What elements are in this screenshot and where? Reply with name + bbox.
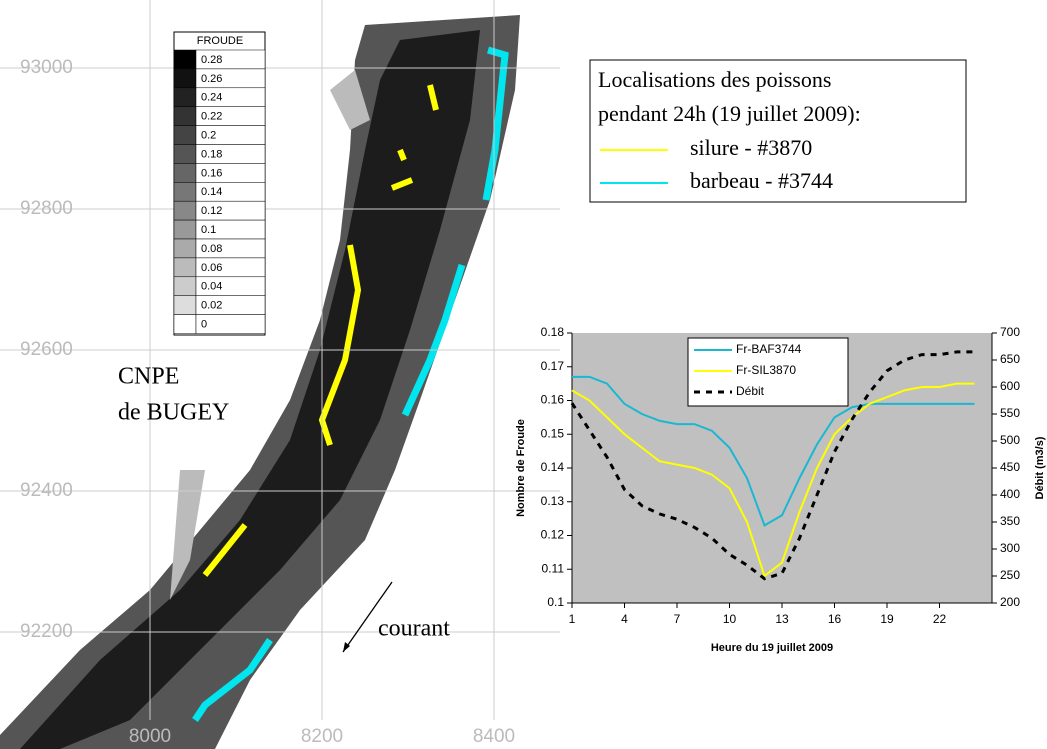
y2-tick-label: 600 (1000, 379, 1020, 393)
legend-swatch (173, 200, 197, 221)
flow-label: courant (378, 616, 450, 642)
x-tick-label: 13 (775, 612, 789, 626)
y-tick-label: 0.15 (541, 426, 565, 440)
legend-swatch (173, 219, 197, 240)
x-tick-label: 4 (621, 612, 628, 626)
y-tick-label: 0.16 (541, 393, 565, 407)
legend-swatch (173, 295, 197, 315)
legend-value: 0.08 (201, 243, 222, 255)
legend-swatch (173, 125, 197, 145)
x-tick-label: 16 (828, 612, 842, 626)
x-tick-label: 19 (880, 612, 894, 626)
y-tick-label: 0.11 (542, 561, 565, 575)
map-y-label: 92200 (20, 621, 73, 642)
legend-label: Fr-SIL3870 (736, 363, 796, 377)
y-axis-title: Nombre de Froude (515, 419, 527, 517)
map-y-label: 92800 (20, 198, 73, 219)
legend-value: 0.2 (201, 130, 216, 142)
legend-swatch (173, 87, 197, 107)
y2-axis-title: Débit (m3/s) (1034, 436, 1046, 499)
legend-label: Débit (736, 384, 765, 398)
x-tick-label: 7 (674, 612, 681, 626)
legend-value: 0.02 (201, 300, 222, 312)
legend-value: 0.22 (201, 111, 222, 123)
site-label: CNPE (118, 364, 179, 390)
barbeau-track (192, 46, 509, 722)
series-line (572, 375, 975, 527)
froude-legend: FROUDE 0.28 0.26 0.24 0.22 0.2 0.18 0.16 0.14 0.… (173, 31, 266, 336)
legend-value: 0.24 (201, 92, 222, 104)
legend-value: 0.16 (201, 167, 222, 179)
legend-value: 0.26 (201, 73, 222, 85)
x-tick-label: 1 (569, 612, 576, 626)
x-tick-label: 10 (723, 612, 737, 626)
legend-value: 0.04 (201, 281, 222, 293)
legend-label: Fr-BAF3744 (736, 342, 802, 356)
flow-arrow (342, 581, 393, 653)
y2-tick-label: 250 (1000, 568, 1020, 582)
legend-swatch (173, 144, 197, 164)
y-tick-label: 0.17 (541, 359, 565, 373)
y2-tick-label: 450 (1000, 460, 1020, 474)
legend-value: 0.14 (201, 186, 222, 198)
y2-tick-label: 300 (1000, 541, 1020, 555)
map-x-label: 8400 (473, 726, 515, 747)
legend-value: 0.12 (201, 205, 222, 217)
chart: 0.1 0.11 0.12 0.13 0.14 0.15 0.16 0.17 0.18 200 25… (515, 325, 1046, 654)
x-tick-label: 22 (933, 612, 947, 626)
silure-track (202, 84, 439, 577)
y2-tick-label: 650 (1000, 352, 1020, 366)
x-axis-title: Heure du 19 juillet 2009 (711, 642, 833, 654)
map-y-label: 93000 (20, 57, 73, 78)
map-grid: 93000 92800 92600 92400 92200 8000 8200 8400 (0, 0, 560, 747)
flow-arrow-head (343, 642, 350, 652)
legend-swatch (173, 182, 197, 202)
map-y-label: 92600 (20, 339, 73, 360)
legend-label: silure - #3870 (690, 135, 812, 160)
legend-swatch (173, 49, 197, 70)
legend-value: 0.06 (201, 262, 222, 274)
legend-swatch (173, 314, 197, 334)
legend-swatch (173, 106, 197, 126)
river-shallow (170, 70, 370, 600)
legend-swatch (173, 257, 197, 278)
river (0, 15, 520, 749)
legend-value: 0.28 (201, 54, 222, 66)
legend-value: 0 (201, 319, 207, 331)
legend-frame (589, 59, 967, 203)
map-y-label: 92400 (20, 480, 73, 501)
legend-swatch (173, 163, 197, 183)
river-deep (20, 30, 480, 749)
legend-cell (195, 314, 266, 334)
y2-tick-label: 200 (1000, 595, 1020, 609)
legend-value: 0.18 (201, 148, 222, 160)
y2-tick-label: 400 (1000, 487, 1020, 501)
legend-title: pendant 24h (19 juillet 2009): (598, 101, 861, 126)
site-label: de BUGEY (118, 400, 229, 426)
map-x-label: 8000 (129, 726, 171, 747)
map-x-label: 8200 (301, 726, 343, 747)
y2-tick-label: 550 (1000, 406, 1020, 420)
legend-swatch (173, 276, 197, 296)
series-line (570, 350, 975, 581)
y2-tick-label: 350 (1000, 514, 1020, 528)
y-tick-label: 0.13 (541, 494, 565, 508)
y-tick-label: 0.12 (541, 528, 565, 542)
legend-title: FROUDE (197, 35, 243, 47)
y2-tick-label: 700 (1000, 325, 1020, 339)
legend-title: Localisations des poissons (598, 67, 831, 92)
legend-label: barbeau - #3744 (690, 168, 833, 193)
y-tick-label: 0.18 (541, 325, 565, 339)
legend-swatch (173, 68, 197, 89)
legend-value: 0.1 (201, 224, 216, 236)
y-tick-label: 0.14 (541, 460, 565, 474)
y-tick-label: 0.1 (547, 595, 564, 609)
series-line (571, 382, 975, 578)
track-legend: Localisations des poissons pendant 24h (… (589, 59, 967, 203)
y2-tick-label: 500 (1000, 433, 1020, 447)
legend-swatch (173, 238, 197, 259)
